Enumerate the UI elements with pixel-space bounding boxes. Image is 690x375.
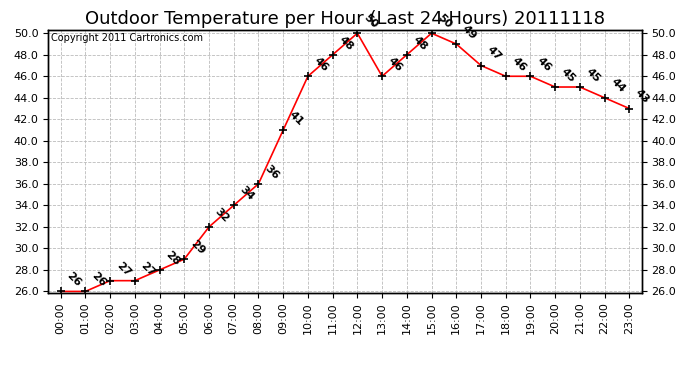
Title: Outdoor Temperature per Hour (Last 24 Hours) 20111118: Outdoor Temperature per Hour (Last 24 Ho… (85, 10, 605, 28)
Text: 34: 34 (238, 184, 256, 202)
Text: 45: 45 (560, 66, 578, 84)
Text: 26: 26 (65, 270, 83, 289)
Text: 29: 29 (188, 238, 206, 256)
Text: 43: 43 (633, 88, 651, 106)
Text: Copyright 2011 Cartronics.com: Copyright 2011 Cartronics.com (51, 33, 204, 43)
Text: 48: 48 (411, 34, 429, 52)
Text: 26: 26 (90, 270, 108, 289)
Text: 45: 45 (584, 66, 602, 84)
Text: 27: 27 (115, 260, 132, 278)
Text: 46: 46 (535, 55, 553, 74)
Text: 32: 32 (213, 206, 231, 224)
Text: 50: 50 (435, 13, 453, 30)
Text: 27: 27 (139, 260, 157, 278)
Text: 41: 41 (287, 109, 306, 127)
Text: 47: 47 (485, 45, 503, 63)
Text: 50: 50 (362, 13, 380, 30)
Text: 28: 28 (164, 249, 181, 267)
Text: 46: 46 (510, 55, 528, 74)
Text: 46: 46 (312, 55, 331, 74)
Text: 36: 36 (263, 163, 281, 181)
Text: 48: 48 (337, 34, 355, 52)
Text: 46: 46 (386, 55, 404, 74)
Text: 49: 49 (460, 23, 479, 41)
Text: 44: 44 (609, 77, 627, 95)
